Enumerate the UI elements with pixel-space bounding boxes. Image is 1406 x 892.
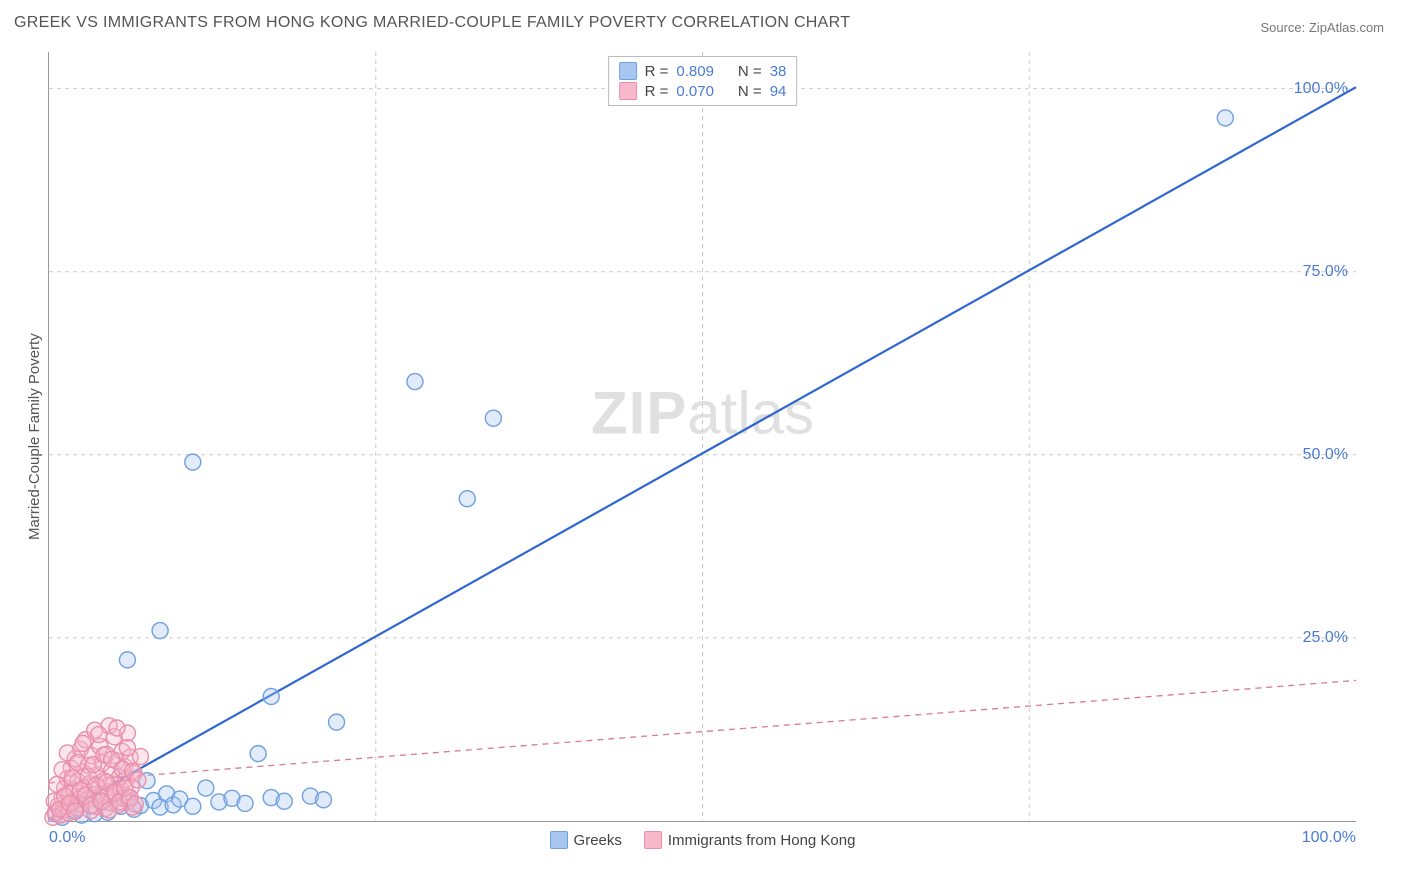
data-point — [250, 746, 266, 762]
legend-label-hk: Immigrants from Hong Kong — [668, 832, 856, 849]
series-legend: Greeks Immigrants from Hong Kong — [550, 831, 856, 849]
y-axis-label: Married-Couple Family Poverty — [26, 333, 43, 540]
correlation-legend: R = 0.809 N = 38 R = 0.070 N = 94 — [608, 56, 798, 106]
data-point — [198, 780, 214, 796]
data-point — [130, 772, 146, 788]
data-point — [329, 714, 345, 730]
y-tick-label: 50.0% — [1303, 446, 1348, 464]
chart-svg — [49, 52, 1356, 821]
y-tick-label: 75.0% — [1303, 263, 1348, 281]
data-point — [75, 735, 91, 751]
x-tick-label: 0.0% — [49, 829, 85, 847]
legend-n-label: N = — [738, 63, 762, 80]
legend-item-hk: Immigrants from Hong Kong — [644, 831, 856, 849]
legend-n-value-hk: 94 — [770, 83, 787, 100]
data-point — [185, 454, 201, 470]
legend-r-value-greeks: 0.809 — [676, 63, 714, 80]
data-point — [91, 727, 107, 743]
data-point — [70, 754, 86, 770]
data-point — [67, 803, 83, 819]
data-point — [119, 652, 135, 668]
y-tick-label: 100.0% — [1294, 80, 1348, 98]
legend-item-greeks: Greeks — [550, 831, 622, 849]
data-point — [459, 491, 475, 507]
data-point — [1217, 110, 1233, 126]
chart-title: GREEK VS IMMIGRANTS FROM HONG KONG MARRI… — [14, 14, 850, 32]
swatch-greeks-icon — [619, 62, 637, 80]
legend-n-value-greeks: 38 — [770, 63, 787, 80]
swatch-greeks-icon-2 — [550, 831, 568, 849]
legend-r-label: R = — [645, 63, 669, 80]
data-point — [237, 795, 253, 811]
data-point — [132, 749, 148, 765]
legend-row-hk: R = 0.070 N = 94 — [619, 81, 787, 101]
data-point — [263, 688, 279, 704]
data-point — [185, 798, 201, 814]
legend-r-value-hk: 0.070 — [676, 83, 714, 100]
data-point — [485, 410, 501, 426]
data-point — [152, 623, 168, 639]
data-point — [127, 796, 143, 812]
x-tick-label: 100.0% — [1302, 829, 1356, 847]
data-point — [315, 792, 331, 808]
swatch-hk-icon — [619, 82, 637, 100]
plot-area: ZIPatlas R = 0.809 N = 38 R = 0.070 N = … — [48, 52, 1356, 822]
legend-r-label-2: R = — [645, 83, 669, 100]
swatch-hk-icon-2 — [644, 831, 662, 849]
legend-n-label-2: N = — [738, 83, 762, 100]
data-point — [276, 793, 292, 809]
y-tick-label: 25.0% — [1303, 629, 1348, 647]
data-point — [407, 374, 423, 390]
source-label: Source: ZipAtlas.com — [1260, 20, 1384, 35]
data-point — [109, 720, 125, 736]
legend-label-greeks: Greeks — [574, 832, 622, 849]
legend-row-greeks: R = 0.809 N = 38 — [619, 61, 787, 81]
